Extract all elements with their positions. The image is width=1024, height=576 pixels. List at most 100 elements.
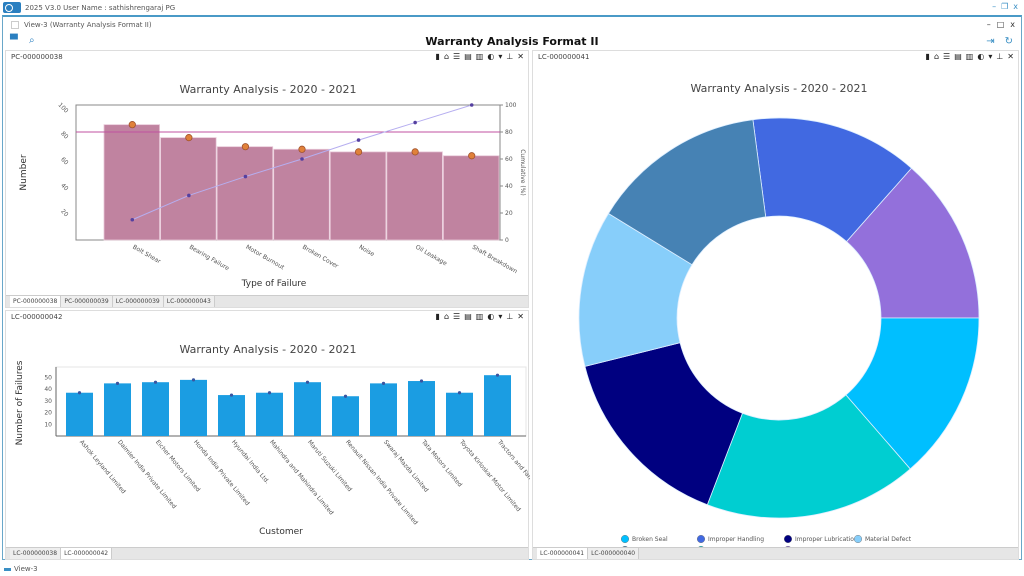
slice-overloading [706, 394, 911, 519]
y2-tick-label: 20 [505, 210, 513, 217]
grid-icon[interactable]: ▤ [464, 312, 472, 321]
close-icon[interactable]: x [1013, 2, 1018, 11]
cumulative-point-2 [243, 174, 248, 179]
pie-icon[interactable]: ◐ [977, 52, 985, 61]
cumulative-point-3 [300, 157, 304, 161]
dropdown-icon[interactable]: ▾ [498, 312, 503, 321]
home-icon[interactable]: ⌂ [443, 52, 450, 61]
bar-marker-8 [381, 381, 386, 385]
taskbar-item[interactable]: View-3 [14, 565, 38, 573]
tab-lc-000000043[interactable]: LC-000000043 [163, 296, 215, 307]
list-icon[interactable]: ☰ [943, 52, 951, 61]
refresh-icon[interactable]: ↻ [1004, 36, 1013, 47]
pin-icon[interactable]: ⊥ [506, 52, 514, 61]
view-close-icon[interactable]: x [1010, 20, 1015, 29]
pareto-chart: Warranty Analysis - 2020 - 2021 Bolt Shea… [19, 83, 526, 289]
tab-lc-000000039[interactable]: LC-000000039 [112, 296, 164, 307]
bar-6 [443, 155, 500, 241]
bar-3 [180, 379, 207, 436]
bar-9 [408, 381, 435, 436]
table-icon[interactable]: ▥ [965, 52, 974, 61]
x-tick-label: Oil Leakage [414, 244, 448, 268]
minimize-icon[interactable]: – [992, 2, 997, 11]
chart-title: Warranty Analysis - 2020 - 2021 [179, 83, 356, 96]
tab-pc-000000039[interactable]: PC-000000039 [61, 296, 113, 307]
bar-marker-7 [343, 394, 348, 398]
close-icon[interactable]: ✕ [517, 312, 524, 321]
x-tick-label: Tata Motors Limited [419, 438, 463, 489]
view-minimize-icon[interactable]: – [986, 20, 991, 29]
bar-marker-10 [457, 391, 462, 395]
tab-lc-000000038[interactable]: LC-000000038 [10, 548, 62, 559]
search-icon[interactable]: ⌕ [29, 35, 35, 46]
bar-2 [142, 382, 169, 436]
y2-tick-label: 80 [505, 129, 513, 136]
bar-7 [332, 396, 359, 436]
bar-marker-3 [298, 145, 306, 153]
view-maximize-icon[interactable]: □ [996, 20, 1005, 29]
x-tick-label: Motor Burnout [244, 244, 285, 272]
y-tick-label: 20 [59, 208, 69, 218]
bar-11 [484, 375, 511, 436]
table-icon[interactable]: ▥ [475, 312, 484, 321]
y-axis-label: Number [19, 154, 29, 190]
bar-marker-1 [185, 134, 193, 142]
x-axis-label: Customer [259, 527, 303, 537]
cumulative-point-5 [413, 120, 417, 125]
grid-icon[interactable]: ▤ [954, 52, 962, 61]
bar-marker-9 [419, 379, 424, 383]
x-tick-label: Renault Nissan India Private Limited [344, 439, 419, 527]
bar-5 [386, 151, 443, 241]
table-icon[interactable]: ▥ [475, 52, 484, 61]
tab-lc-000000042[interactable]: LC-000000042 [61, 548, 113, 559]
bar-10 [446, 392, 473, 436]
y2-tick-label: 60 [505, 156, 513, 163]
bar-marker-2 [241, 143, 250, 151]
view-checkbox[interactable] [11, 21, 19, 29]
panel-id: LC-000000041 [538, 53, 590, 61]
cumulative-point-1 [187, 193, 191, 198]
view-icon [4, 567, 11, 571]
grid-icon[interactable]: ▤ [464, 52, 472, 61]
dropdown-icon[interactable]: ▾ [988, 52, 993, 61]
home-icon[interactable]: ⌂ [933, 52, 940, 61]
legend-label: Material Defect [865, 536, 912, 543]
tab-pc-000000038[interactable]: PC-000000038 [10, 296, 62, 307]
clipboard-icon[interactable]: ▮ [435, 312, 440, 321]
save-icon[interactable]: ▀ [10, 35, 18, 46]
export-icon[interactable]: ⇥ [986, 36, 995, 47]
bar-6 [294, 382, 321, 436]
bar-marker-5 [411, 148, 419, 156]
y-tick-label: 80 [59, 130, 69, 140]
pie-icon[interactable]: ◐ [487, 52, 495, 61]
x-tick-label: Bearing Failure [188, 244, 231, 273]
bar-1 [160, 137, 217, 241]
pin-icon[interactable]: ⊥ [506, 312, 514, 321]
pin-icon[interactable]: ⊥ [996, 52, 1004, 61]
pie-icon[interactable]: ◐ [487, 312, 495, 321]
cumulative-point-0 [130, 217, 135, 222]
bar-marker-4 [354, 148, 363, 156]
donut-chart: Warranty Analysis - 2020 - 2021 Broken Se… [578, 82, 980, 549]
close-icon[interactable]: ✕ [1007, 52, 1014, 61]
clipboard-icon[interactable]: ▮ [925, 52, 930, 61]
y2-tick-label: 0 [505, 237, 509, 244]
home-icon[interactable]: ⌂ [443, 312, 450, 321]
y-tick-label: 50 [44, 375, 52, 382]
bar-marker-4 [229, 393, 234, 397]
clipboard-icon[interactable]: ▮ [435, 52, 440, 61]
tab-lc-000000041[interactable]: LC-000000041 [537, 548, 589, 559]
list-icon[interactable]: ☰ [453, 312, 461, 321]
legend-label: Broken Seal [632, 536, 668, 543]
taskbar: View-3 [0, 562, 1024, 576]
dropdown-icon[interactable]: ▾ [498, 52, 503, 61]
list-icon[interactable]: ☰ [453, 52, 461, 61]
bar-marker-2 [153, 380, 158, 384]
restore-icon[interactable]: ❐ [1001, 2, 1009, 11]
tab-lc-000000040[interactable]: LC-000000040 [588, 548, 640, 559]
x-tick-label: Bolt Shear [131, 244, 162, 266]
close-icon[interactable]: ✕ [517, 52, 524, 61]
x-tick-label: Hyundai India Ltd. [230, 439, 271, 486]
y-tick-label: 100 [56, 102, 69, 115]
bar-marker-6 [305, 380, 310, 384]
